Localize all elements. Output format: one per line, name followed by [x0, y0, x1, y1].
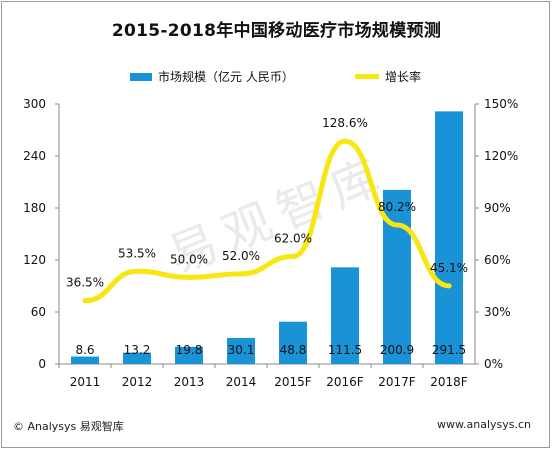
x-tick-label: 2014: [226, 375, 257, 389]
y-right-tick-label: 150%: [484, 97, 518, 111]
line-point: [394, 222, 400, 228]
line-data-label: 52.0%: [222, 249, 260, 263]
y-right-tick-label: 120%: [484, 149, 518, 163]
line-point: [446, 283, 452, 289]
legend-line-label: 增长率: [385, 70, 422, 84]
y-right-tick-label: 0%: [484, 357, 503, 371]
line-data-label: 62.0%: [274, 232, 312, 246]
line-point: [82, 298, 88, 304]
bar-data-label: 291.5: [432, 343, 466, 357]
bar-market-size: [435, 111, 463, 364]
x-tick-label: 2015F: [274, 375, 312, 389]
bar-data-label: 48.8: [280, 343, 307, 357]
line-point: [238, 271, 244, 277]
line-point: [290, 254, 296, 260]
y-right-tick-label: 60%: [484, 253, 511, 267]
legend-bar-label: 市场规模（亿元 人民币）: [158, 70, 294, 84]
line-point: [342, 138, 348, 144]
bar-data-label: 200.9: [380, 343, 414, 357]
x-tick-label: 2018F: [430, 375, 468, 389]
legend-item-growth-rate: 增长率: [355, 68, 421, 85]
line-data-label: 53.5%: [118, 246, 156, 260]
line-point: [186, 274, 192, 280]
x-tick-label: 2011: [70, 375, 101, 389]
bar-market-size: [383, 189, 411, 364]
bar-data-label: 30.1: [228, 343, 255, 357]
bar-market-size: [123, 352, 151, 364]
x-tick-label: 2016F: [326, 375, 364, 389]
bar-data-label: 19.8: [176, 343, 203, 357]
line-data-label: 45.1%: [430, 261, 468, 275]
x-tick-label: 2013: [174, 375, 205, 389]
line-data-label: 36.5%: [66, 276, 104, 290]
y-left-tick-label: 240: [23, 149, 46, 163]
line-data-label: 50.0%: [170, 252, 208, 266]
y-left-tick-label: 120: [23, 253, 46, 267]
x-tick-label: 2017F: [378, 375, 416, 389]
legend-item-market-size: 市场规模（亿元 人民币）: [130, 68, 294, 85]
line-point: [134, 268, 140, 274]
y-left-tick-label: 60: [31, 305, 46, 319]
bar-market-size: [279, 321, 307, 364]
footer-copyright: © Analysys 易观智库: [13, 420, 124, 433]
line-data-label: 128.6%: [322, 116, 368, 130]
bar-data-label: 8.6: [75, 343, 94, 357]
legend-bar-swatch: [130, 72, 152, 81]
bar-data-label: 111.5: [328, 343, 362, 357]
line-data-label: 80.2%: [378, 200, 416, 214]
bar-market-size: [331, 267, 359, 364]
bar-market-size: [227, 337, 255, 364]
y-left-tick-label: 0: [38, 357, 46, 371]
bar-data-label: 13.2: [124, 343, 151, 357]
y-left-tick-label: 300: [23, 97, 46, 111]
y-right-tick-label: 30%: [484, 305, 511, 319]
footer-website: www.analysys.cn: [437, 418, 531, 431]
bar-market-size: [175, 346, 203, 364]
y-right-tick-label: 90%: [484, 201, 511, 215]
legend-line-swatch: [355, 74, 379, 79]
chart-title: 2015-2018年中国移动医疗市场规模预测: [111, 21, 442, 41]
y-left-tick-label: 180: [23, 201, 46, 215]
x-tick-label: 2012: [122, 375, 153, 389]
bar-market-size: [71, 356, 99, 364]
